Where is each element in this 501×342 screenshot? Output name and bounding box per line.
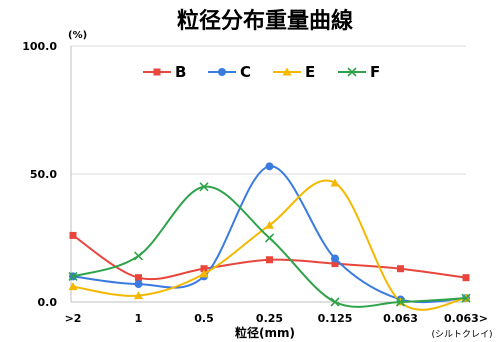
x-tick-label: 0.063> [444,312,488,325]
legend-label: E [305,63,315,81]
data-point-E [68,282,78,291]
legend-marker [347,67,357,77]
chart-title: 粒径分布重量曲線 [177,8,353,34]
data-point-F [395,297,406,307]
data-point-B [69,231,77,239]
data-point-B [331,260,339,268]
data-point-F [68,271,78,281]
data-point-B [462,274,470,282]
grid-layer [71,45,466,303]
legend-marker [153,68,161,76]
data-point-F [461,293,471,303]
y-tick-label: 100.0 [22,40,57,53]
data-point-E [199,269,209,278]
data-point-B [266,256,273,264]
legend-item-F: F [338,63,380,81]
data-point-B [397,265,404,273]
data-point-F [199,182,209,192]
x-tick-label: 0.125 [318,312,353,325]
series-C [69,162,470,304]
series-B [69,231,470,282]
x-tick-label: 0.063 [383,312,418,325]
legend-label: B [175,63,186,81]
x-tick-label: 0.5 [194,312,214,325]
data-point-B [135,274,142,282]
series-E [68,178,471,311]
legend-item-C: C [208,63,251,81]
data-point-E [330,178,340,187]
y-unit-label: (%) [68,30,87,41]
legend-marker [218,68,226,76]
x-tick-label: 0.25 [256,312,283,325]
data-point-F [330,297,340,307]
series-line-F [72,185,467,308]
x-axis-sublabel: (シルトクレイ) [431,329,492,340]
x-tick-label: >2 [65,312,82,325]
series-line-E [72,179,467,311]
legend-label: F [370,63,380,81]
series-layer [68,162,471,311]
legend-item-B: B [143,63,186,81]
data-point-E [265,220,274,229]
y-tick-label: 0.0 [38,296,58,309]
legend-label: C [240,63,251,81]
data-point-F [133,251,144,261]
series-line-C [72,165,467,304]
series-F [68,182,471,308]
data-point-C [265,162,274,171]
data-point-B [200,265,208,273]
data-point-C [331,254,339,263]
x-axis-title: 粒径(mm) [235,325,295,340]
legend-marker [282,67,292,76]
data-point-C [134,280,143,289]
y-tick-label: 50.0 [30,168,57,181]
x-tick-label: 1 [135,312,143,325]
axis-layer: 100.0 50.0 0.0 >2 1 0.5 0.25 0.125 0.063 0.063> [22,40,488,325]
data-point-E [134,291,143,300]
data-point-F [264,233,275,243]
legend-item-E: E [273,63,315,81]
